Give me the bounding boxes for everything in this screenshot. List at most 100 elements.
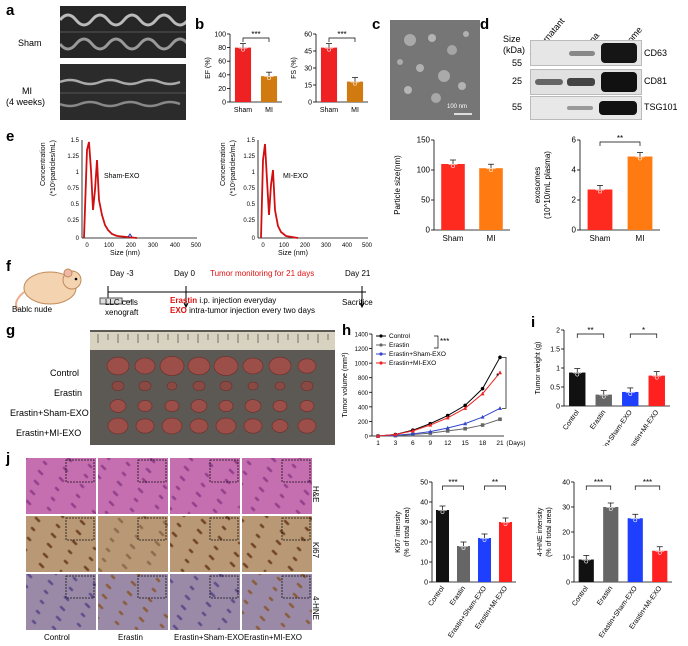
data-point: [575, 372, 580, 377]
y-axis-label-unit: (10^10/mL plasma): [543, 151, 552, 219]
x-tick-label: Erastin: [596, 585, 614, 607]
panel-letter-j: j: [6, 450, 11, 467]
cell-nucleus: [116, 480, 120, 484]
cell-nucleus: [242, 470, 246, 474]
ef-chart: 0 20 40 60 80 100 EF (%) Sham MI ***: [205, 30, 282, 114]
cell-nucleus: [39, 599, 43, 603]
tumor-specimen: [107, 417, 129, 435]
cell-nucleus: [88, 592, 92, 596]
cell-nucleus: [279, 493, 283, 497]
cell-nucleus: [68, 586, 72, 590]
timeline-exo-note: EXO intra-tumor injection every two days: [170, 306, 315, 315]
cell-nucleus: [98, 616, 100, 620]
cell-nucleus: [217, 627, 221, 630]
tumor-specimen: [166, 381, 178, 391]
nta-sham-yunit: (*10⁹particles/mL): [50, 140, 57, 196]
y-axis-label: Particle size(nm): [393, 155, 402, 215]
data-point: [464, 543, 469, 547]
cell-nucleus: [237, 541, 240, 545]
significance-label: ***: [440, 337, 449, 346]
cell-nucleus: [87, 463, 91, 467]
timeline-erastin-rest: i.p. injection everyday: [197, 296, 277, 305]
significance-label: ***: [594, 478, 603, 487]
cell-nucleus: [208, 554, 212, 558]
cell-nucleus: [70, 502, 74, 506]
cell-nucleus: [46, 542, 50, 546]
significance-bracket: [585, 485, 612, 490]
y-tick-label: 400: [358, 405, 369, 411]
data-point: [572, 369, 577, 374]
data-point: [498, 417, 502, 422]
cell-nucleus: [258, 486, 262, 490]
cell-nucleus: [188, 548, 192, 552]
cell-nucleus: [37, 469, 41, 473]
tumor-specimen: [218, 400, 234, 412]
significance-label: ***: [337, 30, 346, 39]
significance-bracket: [502, 356, 507, 409]
cell-nucleus: [298, 458, 302, 460]
zoom-inset-box: [137, 575, 167, 599]
tumor-specimen: [109, 399, 127, 413]
data-point: [270, 73, 274, 78]
data-point: [454, 161, 458, 165]
y-tick-label: 2: [572, 196, 577, 205]
echo-image-mi: [60, 64, 186, 120]
cell-nucleus: [43, 589, 47, 593]
timeline-monitor-label: Tumor monitoring for 21 days: [210, 269, 315, 278]
wb-band-tsg101: [530, 96, 642, 120]
data-point: [445, 425, 450, 430]
cell-nucleus: [121, 471, 125, 475]
series-line: [377, 372, 501, 437]
tumor-row-label: Erastin: [54, 388, 83, 398]
tumor-photo: [90, 330, 335, 445]
data-point: [353, 81, 357, 86]
svg-text:100: 100: [104, 243, 115, 249]
tumor-specimen: [247, 381, 259, 391]
cell-nucleus: [172, 624, 176, 628]
nta-sham-ylabel: Concentration: [40, 142, 47, 186]
cell-nucleus: [141, 477, 145, 481]
svg-text:1: 1: [76, 170, 80, 176]
wb-protein-tsg101: TSG101: [644, 102, 678, 112]
y-tick-label: 0: [572, 226, 577, 235]
cell-nucleus: [129, 507, 133, 511]
fs-chart: 0 15 30 45 60 FS (%) Sham MI ***: [291, 30, 368, 114]
histology-tile: [170, 574, 240, 630]
cell-nucleus: [104, 510, 108, 514]
cell-nucleus: [33, 479, 37, 483]
svg-text:0.25: 0.25: [67, 218, 79, 224]
cell-nucleus: [233, 551, 237, 555]
cell-nucleus: [287, 565, 291, 569]
svg-text:200: 200: [126, 243, 137, 249]
cell-nucleus: [158, 494, 162, 498]
cell-nucleus: [229, 561, 233, 565]
significance-bracket: [434, 335, 439, 349]
data-point: [463, 426, 467, 431]
data-point: [641, 153, 645, 158]
cell-nucleus: [47, 579, 51, 583]
svg-text:500: 500: [362, 243, 373, 249]
cell-nucleus: [170, 542, 172, 546]
data-point: [506, 519, 511, 523]
y-tick-label: 0: [365, 435, 369, 441]
data-point: [651, 372, 656, 377]
timeline-erastin-bold: Erastin: [170, 296, 198, 305]
svg-text:500: 500: [191, 243, 202, 249]
cell-nucleus: [112, 490, 116, 494]
bar: [648, 375, 665, 406]
tem-scale-label: 100 nm: [447, 104, 468, 110]
cell-nucleus: [264, 516, 268, 518]
cell-nucleus: [221, 525, 225, 529]
x-tick-label: MI: [636, 234, 645, 243]
cell-nucleus: [138, 524, 142, 528]
cell-nucleus: [296, 582, 300, 586]
significance-bracket: [599, 141, 641, 146]
data-point: [611, 504, 616, 508]
cell-nucleus: [270, 458, 274, 460]
data-point: [660, 547, 665, 552]
zoom-inset-box: [209, 459, 239, 483]
stain-label-ki67: Ki67: [311, 542, 320, 559]
data-point: [654, 375, 659, 380]
y-tick-label: 0: [222, 100, 226, 107]
svg-text:0.25: 0.25: [243, 218, 255, 224]
